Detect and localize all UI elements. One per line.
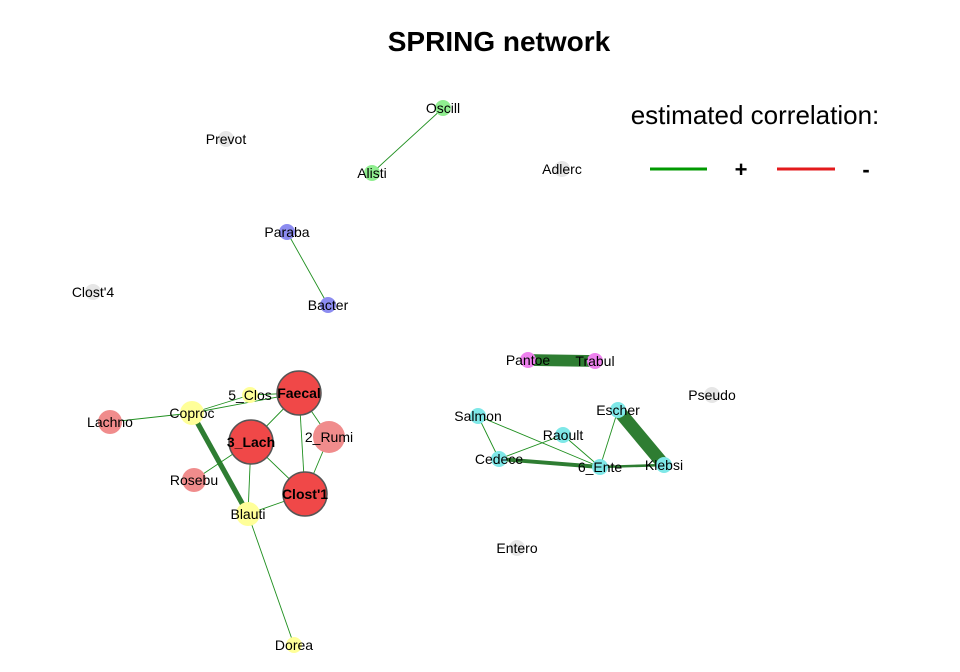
node-2_Rumi[interactable] xyxy=(313,421,345,453)
node-Clost1[interactable] xyxy=(282,471,328,517)
edge-Lachno-Coproc xyxy=(109,412,193,423)
node-Escher[interactable] xyxy=(610,402,626,418)
node-label-Coproc: Coproc xyxy=(169,405,214,421)
node-label-6_Ente: 6_Ente xyxy=(578,459,623,475)
node-Rosebu[interactable] xyxy=(182,468,206,492)
node-Lachno[interactable] xyxy=(98,410,122,434)
edge-6_Ente-Klebsi xyxy=(599,463,665,469)
node-Blauti[interactable] xyxy=(236,502,260,526)
legend-positive-label: + xyxy=(735,157,748,182)
node-label-Trabul: Trabul xyxy=(575,353,614,369)
chart-title: SPRING network xyxy=(388,26,611,57)
edge-Oscill-Alisti xyxy=(371,107,444,174)
node-label-Escher: Escher xyxy=(596,402,640,418)
node-label-Prevot: Prevot xyxy=(206,131,247,147)
node-Prevot[interactable] xyxy=(218,131,234,147)
node-label-Adlerc: Adlerc xyxy=(542,161,582,177)
edge-Coproc-Blauti xyxy=(189,411,251,516)
edge-Paraba-Bacter xyxy=(286,231,329,306)
node-Dorea[interactable] xyxy=(286,637,302,653)
node-Klebsi[interactable] xyxy=(656,457,672,473)
node-6_Ente[interactable] xyxy=(592,459,608,475)
node-Bacter[interactable] xyxy=(320,297,336,313)
legend: estimated correlation: + - xyxy=(631,100,880,182)
edge-Escher-6_Ente xyxy=(599,409,619,468)
node-Entero[interactable] xyxy=(509,540,525,556)
node-label-Faecal: Faecal xyxy=(277,385,321,401)
node-label-Klebsi: Klebsi xyxy=(645,457,683,473)
node-Pseudo[interactable] xyxy=(704,387,720,403)
node-label-5_Clos: 5_Clos xyxy=(228,387,272,403)
legend-negative-label: - xyxy=(862,157,869,182)
node-3_Lach[interactable] xyxy=(228,419,274,465)
node-Oscill[interactable] xyxy=(435,100,451,116)
node-label-Rosebu: Rosebu xyxy=(170,472,218,488)
node-label-Lachno: Lachno xyxy=(87,414,133,430)
node-Alisti[interactable] xyxy=(364,165,380,181)
node-label-Alisti: Alisti xyxy=(357,165,387,181)
node-Raoult[interactable] xyxy=(555,427,571,443)
legend-title: estimated correlation: xyxy=(631,100,880,130)
node-label-Clost1: Clost'1 xyxy=(282,486,328,502)
edge-Escher-Klebsi xyxy=(613,405,669,470)
node-label-Entero: Entero xyxy=(496,540,537,556)
node-label-Bacter: Bacter xyxy=(308,297,349,313)
edge-Blauti-Dorea xyxy=(247,513,295,646)
node-label-Cedece: Cedece xyxy=(475,451,523,467)
node-label-Pantoe: Pantoe xyxy=(506,352,551,368)
edge-Salmon-6_Ente xyxy=(477,415,601,468)
node-Faecal[interactable] xyxy=(276,370,322,416)
node-label-Blauti: Blauti xyxy=(230,506,265,522)
node-Adlerc[interactable] xyxy=(554,161,570,177)
edges xyxy=(109,107,669,646)
node-Coproc[interactable] xyxy=(180,401,204,425)
node-Trabul[interactable] xyxy=(587,353,603,369)
node-label-Oscill: Oscill xyxy=(426,100,460,116)
node-label-2_Rumi: 2_Rumi xyxy=(305,429,353,445)
node-label-Clost4: Clost'4 xyxy=(72,284,115,300)
edge-Raoult-Cedece xyxy=(498,434,564,460)
node-label-Salmon: Salmon xyxy=(454,408,501,424)
edge-Raoult-6_Ente xyxy=(562,434,601,468)
nodes xyxy=(85,100,720,653)
node-Clost4[interactable] xyxy=(85,284,101,300)
node-label-Paraba: Paraba xyxy=(264,224,309,240)
node-Paraba[interactable] xyxy=(279,224,295,240)
node-label-Pseudo: Pseudo xyxy=(688,387,736,403)
node-Pantoe[interactable] xyxy=(520,352,536,368)
node-Cedece[interactable] xyxy=(491,451,507,467)
node-label-Raoult: Raoult xyxy=(543,427,584,443)
node-labels: Oscill Alisti Prevot Adlerc Paraba Bacter Clos… xyxy=(72,100,736,653)
node-5_Clos[interactable] xyxy=(242,387,258,403)
edge-Cedece-6_Ente xyxy=(498,457,601,469)
node-label-3_Lach: 3_Lach xyxy=(227,434,275,450)
node-label-Dorea: Dorea xyxy=(275,637,313,653)
node-Salmon[interactable] xyxy=(470,408,486,424)
edge-Pantoe-Trabul xyxy=(527,354,596,367)
